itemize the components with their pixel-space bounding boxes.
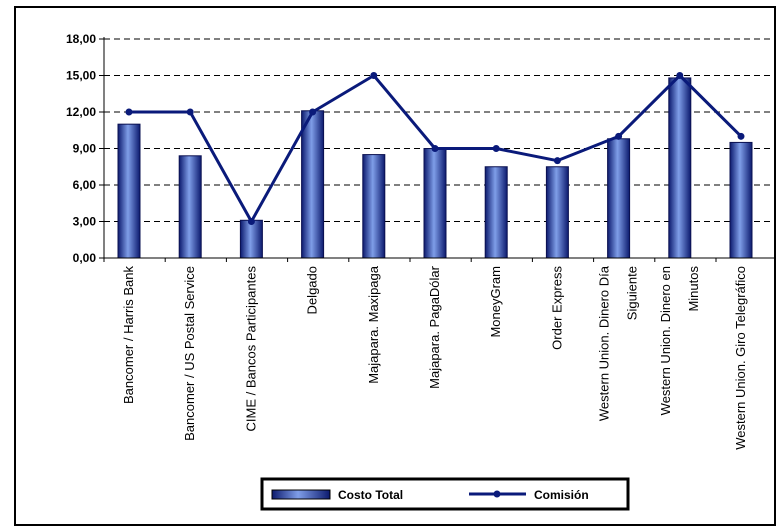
y-tick-label: 0,00 <box>73 251 97 265</box>
legend-line-marker <box>493 490 501 498</box>
bar <box>423 148 447 259</box>
category-label: Order Express <box>549 266 564 350</box>
line-point <box>615 132 623 140</box>
bar <box>607 138 631 259</box>
legend-bar-swatch <box>271 489 331 500</box>
chart-frame: 0,00 3,00 6,00 9,00 12,00 15,00 18,00 Bancomer … <box>14 6 776 526</box>
y-tick-label: 18,00 <box>66 32 96 46</box>
line-point <box>125 108 133 116</box>
category-label: Delgado <box>305 266 320 314</box>
legend: Costo Total Comisión <box>260 477 630 511</box>
labels-layer: 0,00 3,00 6,00 9,00 12,00 15,00 18,00 Bancomer … <box>66 32 748 450</box>
bar <box>117 123 141 259</box>
y-tick-label: 12,00 <box>66 105 96 119</box>
bar <box>178 155 202 259</box>
category-label: Bancomer / Harris Bank <box>121 266 136 404</box>
line-layer <box>125 72 745 225</box>
bars-layer <box>117 77 753 259</box>
category-label: Majapara. Maxipaga <box>366 265 381 384</box>
line-point <box>370 72 378 79</box>
y-tick-label: 9,00 <box>73 142 97 156</box>
bar <box>362 154 386 259</box>
category-label: Siguiente <box>625 266 640 320</box>
category-label: Western Union. Giro Telegráfico <box>733 266 748 450</box>
category-label: MoneyGram <box>488 266 503 338</box>
line-point <box>186 108 194 116</box>
bar <box>668 77 692 259</box>
legend-line-label: Comisión <box>534 488 589 502</box>
line-point <box>553 157 561 165</box>
category-label: Minutos <box>686 266 701 312</box>
bar <box>301 110 325 259</box>
axis-layer <box>99 37 774 262</box>
bar <box>239 219 263 259</box>
category-label: Western Union. Dinero Día <box>597 265 612 421</box>
category-label: Majapara. PagaDólar <box>427 265 442 389</box>
line-point <box>247 218 255 225</box>
bar <box>545 166 569 259</box>
y-tick-label: 3,00 <box>73 215 97 229</box>
line-point <box>309 108 317 116</box>
legend-bar-label: Costo Total <box>338 488 403 502</box>
bar <box>729 141 753 259</box>
category-label: CIME / Bancos Participantes <box>243 266 258 432</box>
line-point <box>676 72 684 79</box>
line-point <box>431 145 439 152</box>
category-label: Western Union. Dinero en <box>658 266 673 415</box>
y-tick-label: 15,00 <box>66 69 96 83</box>
chart-svg: 0,00 3,00 6,00 9,00 12,00 15,00 18,00 Bancomer … <box>66 32 774 511</box>
category-label: Bancomer / US Postal Service <box>182 266 197 441</box>
line-point <box>737 132 745 140</box>
line-point <box>492 145 500 152</box>
bar <box>484 166 508 259</box>
y-tick-label: 6,00 <box>73 178 97 192</box>
